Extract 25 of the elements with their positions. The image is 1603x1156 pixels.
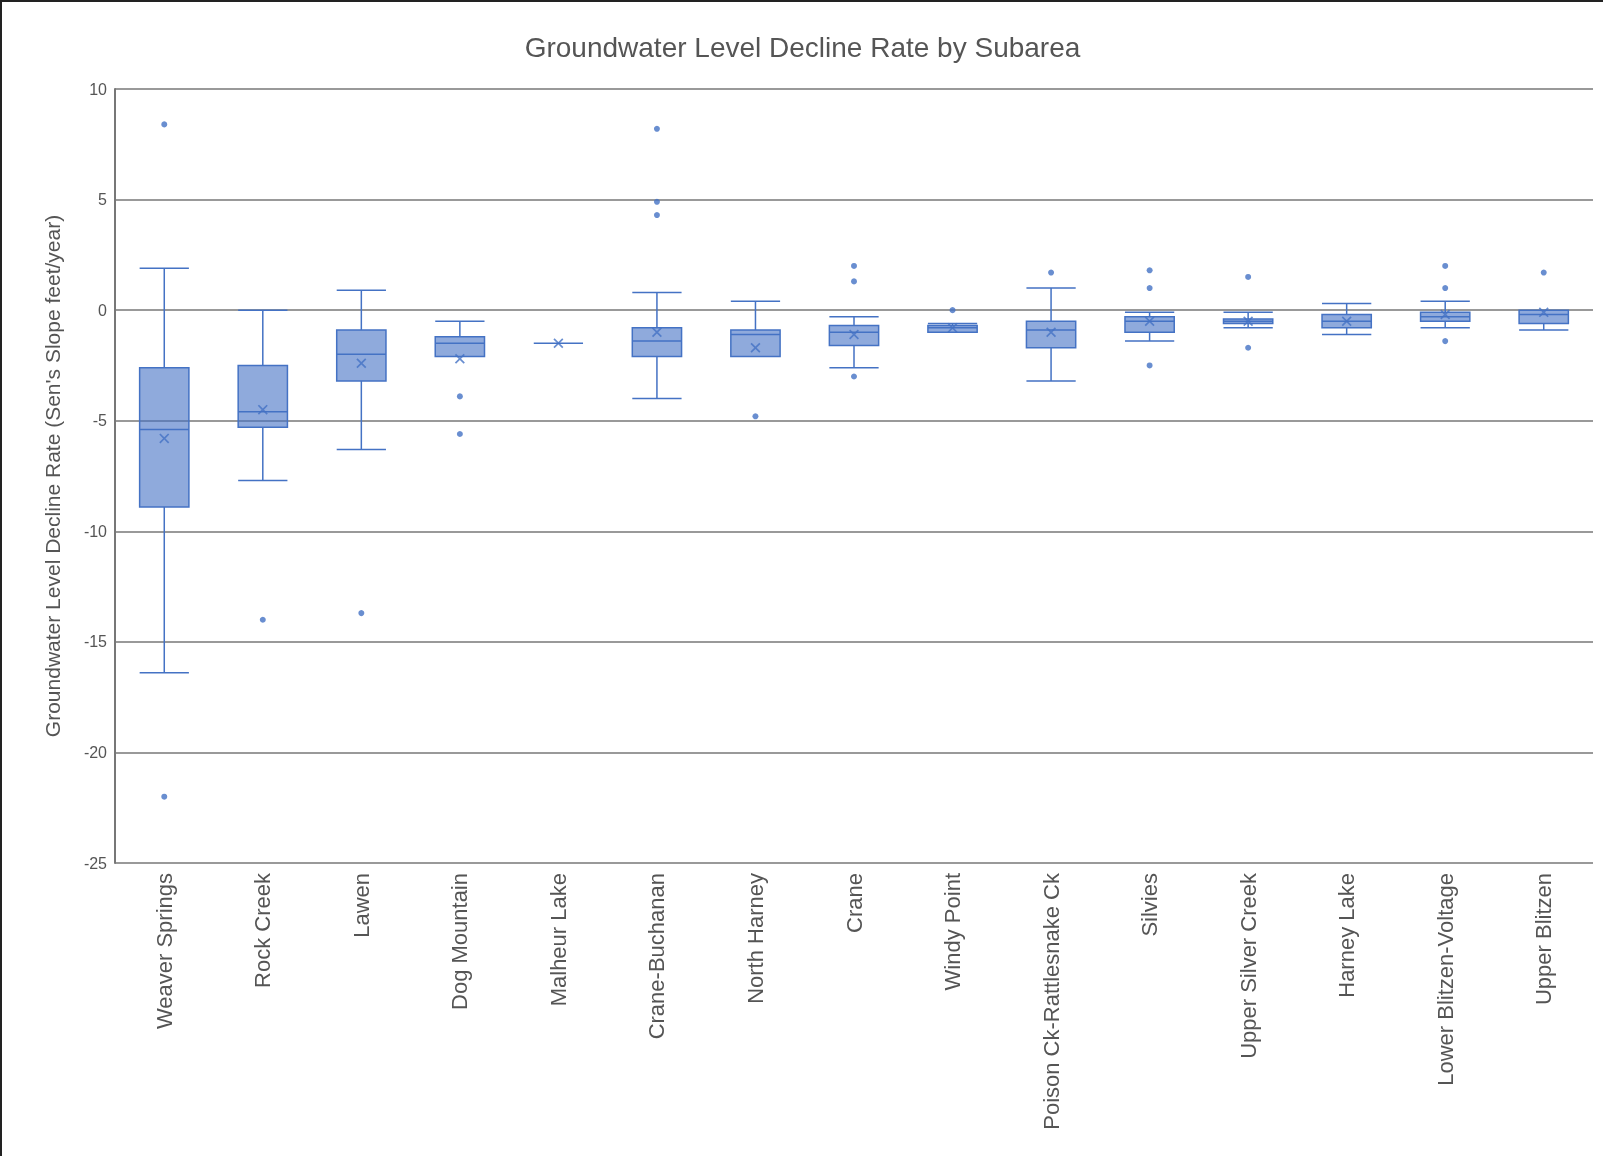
x-tick-label: Upper Silver Creek xyxy=(1235,872,1261,1059)
y-tick-label: -5 xyxy=(92,412,108,430)
x-tick-label: Lawen xyxy=(348,873,374,938)
y-tick-label: -20 xyxy=(83,743,108,761)
y-tick-label: 0 xyxy=(98,301,108,319)
chart-title: Groundwater Level Decline Rate by Subarea xyxy=(524,31,1081,63)
y-tick-label: -10 xyxy=(83,522,108,540)
x-tick-label: Harney Lake xyxy=(1334,873,1360,998)
x-tick-label: Rock Creek xyxy=(250,872,276,988)
y-tick-label: 5 xyxy=(98,191,108,209)
x-tick-label: Upper Blitzen xyxy=(1531,873,1557,1006)
y-tick-label: 10 xyxy=(89,80,108,98)
x-tick-label: Lower Blitzen-Voltage xyxy=(1432,873,1458,1086)
x-tick-label: Crane-Buchanan xyxy=(644,873,670,1040)
x-tick-label: Poison Ck-Rattlesnake Ck xyxy=(1038,872,1064,1130)
x-tick-label: Weaver Springs xyxy=(151,873,177,1030)
x-tick-label: North Harney xyxy=(742,873,768,1004)
x-tick-label: Silvies xyxy=(1137,873,1163,937)
y-tick-label: -25 xyxy=(83,854,108,872)
x-tick-label: Crane xyxy=(841,873,867,933)
y-axis-title: Groundwater Level Decline Rate (Sen's Slope feet/year) xyxy=(41,214,64,738)
y-tick-label: -15 xyxy=(83,633,108,651)
x-tick-label: Windy Point xyxy=(940,873,966,991)
x-tick-label: Dog Mountain xyxy=(447,873,473,1010)
x-tick-label: Malheur Lake xyxy=(545,873,571,1007)
